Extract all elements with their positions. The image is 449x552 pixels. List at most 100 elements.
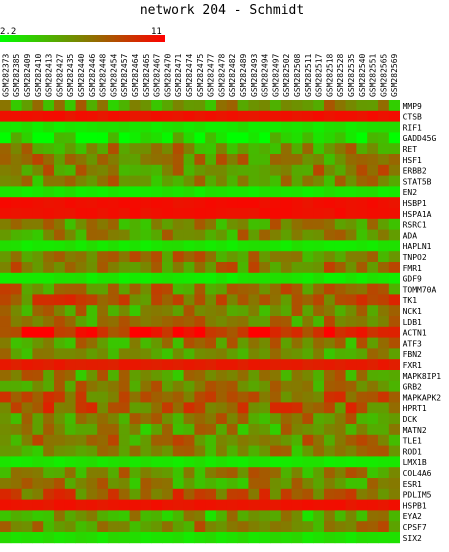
heatmap-cell xyxy=(313,143,325,155)
heatmap-cell xyxy=(237,262,249,274)
heatmap-cell xyxy=(367,229,379,241)
heatmap-cell xyxy=(172,110,184,122)
heatmap-cell xyxy=(151,132,163,144)
row-label: HAPLN1 xyxy=(403,242,432,251)
heatmap-cell xyxy=(216,262,228,274)
heatmap-cell xyxy=(367,337,379,349)
heatmap-cell xyxy=(226,380,238,392)
heatmap-cell xyxy=(162,208,174,220)
heatmap-cell xyxy=(183,488,195,500)
heatmap-cell xyxy=(118,348,130,360)
heatmap-cell xyxy=(129,272,141,284)
heatmap-cell xyxy=(140,510,152,522)
heatmap-cell xyxy=(388,305,400,317)
heatmap-cell xyxy=(270,488,282,500)
heatmap-cell xyxy=(54,229,66,241)
heatmap-cell xyxy=(270,445,282,457)
heatmap-cell xyxy=(183,326,195,338)
heatmap-cell xyxy=(291,456,303,468)
heatmap-cell xyxy=(108,175,120,187)
heatmap-cell xyxy=(280,272,292,284)
heatmap-cell xyxy=(334,370,346,382)
heatmap-cell xyxy=(205,348,217,360)
heatmap-cell xyxy=(388,380,400,392)
heatmap-cell xyxy=(162,532,174,544)
heatmap-cell xyxy=(54,283,66,295)
heatmap-cell xyxy=(140,337,152,349)
heatmap-cell xyxy=(291,197,303,209)
heatmap-cell xyxy=(194,532,206,544)
heatmap-cell xyxy=(129,445,141,457)
heatmap-cell xyxy=(183,380,195,392)
heatmap-cell xyxy=(86,132,98,144)
heatmap-cell xyxy=(194,391,206,403)
heatmap-cell xyxy=(108,445,120,457)
heatmap-cell xyxy=(388,402,400,414)
row-label: STAT5B xyxy=(403,177,432,186)
heatmap-cell xyxy=(324,370,336,382)
heatmap-cell xyxy=(356,424,368,436)
heatmap-cell xyxy=(43,467,55,479)
heatmap-cell xyxy=(291,272,303,284)
heatmap-cell xyxy=(140,305,152,317)
heatmap-cell xyxy=(248,467,260,479)
heatmap-cell xyxy=(54,305,66,317)
heatmap-cell xyxy=(270,208,282,220)
heatmap-cell xyxy=(356,240,368,252)
heatmap-cell xyxy=(172,175,184,187)
heatmap-cell xyxy=(226,370,238,382)
heatmap-cell xyxy=(118,337,130,349)
heatmap-cell xyxy=(291,370,303,382)
heatmap-cell xyxy=(226,208,238,220)
heatmap-cell xyxy=(324,499,336,511)
heatmap-cell xyxy=(151,391,163,403)
heatmap-cell xyxy=(270,467,282,479)
heatmap-cell xyxy=(248,121,260,133)
heatmap-cell xyxy=(32,294,44,306)
heatmap-cell xyxy=(129,197,141,209)
heatmap-cell xyxy=(334,467,346,479)
heatmap-cell xyxy=(118,175,130,187)
heatmap-cell xyxy=(291,251,303,263)
heatmap-cell xyxy=(367,121,379,133)
row-label: MMP9 xyxy=(403,102,422,111)
heatmap-cell xyxy=(183,240,195,252)
heatmap-cell xyxy=(172,305,184,317)
heatmap-cell xyxy=(226,467,238,479)
heatmap-cell xyxy=(129,380,141,392)
heatmap-cell xyxy=(32,424,44,436)
heatmap-cell xyxy=(21,424,33,436)
heatmap-cell xyxy=(10,229,22,241)
heatmap-cell xyxy=(64,456,76,468)
heatmap-cell xyxy=(108,283,120,295)
heatmap-cell xyxy=(356,175,368,187)
heatmap-cell xyxy=(302,100,314,112)
heatmap-cell xyxy=(313,197,325,209)
column-labels: GSM282373 GSM282385 GSM282409 GSM282410 GSM2… xyxy=(1,53,399,97)
heatmap-cell xyxy=(32,197,44,209)
heatmap-cell xyxy=(172,132,184,144)
heatmap-cell xyxy=(313,424,325,436)
heatmap-cell xyxy=(194,305,206,317)
heatmap-cell xyxy=(356,208,368,220)
heatmap-cell xyxy=(21,272,33,284)
heatmap-cell xyxy=(140,391,152,403)
row-label: GRB2 xyxy=(403,383,422,392)
heatmap-cell xyxy=(259,143,271,155)
heatmap-cell xyxy=(10,370,22,382)
heatmap-cell xyxy=(259,359,271,371)
heatmap-cell xyxy=(345,283,357,295)
heatmap-cell xyxy=(345,186,357,198)
heatmap-cell xyxy=(172,283,184,295)
heatmap-cell xyxy=(248,413,260,425)
heatmap-cell xyxy=(32,175,44,187)
heatmap-cell xyxy=(302,456,314,468)
heatmap-cell xyxy=(302,532,314,544)
heatmap-cell xyxy=(291,164,303,176)
heatmap-cell xyxy=(10,413,22,425)
heatmap-cell xyxy=(75,294,87,306)
heatmap-cell xyxy=(64,175,76,187)
heatmap-cell xyxy=(86,110,98,122)
heatmap-cell xyxy=(172,510,184,522)
heatmap-cell xyxy=(378,424,390,436)
